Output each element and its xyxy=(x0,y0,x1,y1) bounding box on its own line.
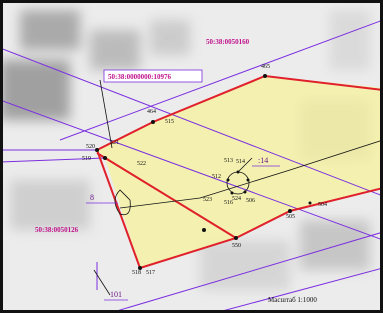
point-number: 515 xyxy=(165,119,174,125)
parcel-label: 50:38:0050160 xyxy=(206,38,250,46)
point-number: 521 xyxy=(110,140,119,146)
point-number: 504 xyxy=(318,202,327,208)
point-number: 506 xyxy=(246,198,255,204)
scale-label: Масштаб 1:1000 xyxy=(268,296,317,304)
point-number: 524 xyxy=(232,196,241,202)
point-number: 550 xyxy=(232,243,241,249)
callout: :14 xyxy=(258,156,268,165)
callout: 101 xyxy=(110,290,122,299)
point-number: 465 xyxy=(261,64,270,70)
callout: 8 xyxy=(90,193,94,202)
point-number: 513 xyxy=(224,158,233,164)
page: {"parcels":["50:38:0050160","50:38:00000… xyxy=(0,0,383,313)
point-number: 464 xyxy=(147,109,156,115)
point-number: 517 xyxy=(146,270,155,276)
point-number: 522 xyxy=(137,161,146,167)
point-number: 518 xyxy=(132,270,141,276)
point-number: 520 xyxy=(86,144,95,150)
parcel-label: 50:38:0000000:10976 xyxy=(108,73,171,81)
parcel-label: 50:38:0050126 xyxy=(35,226,79,234)
cadastral-map: 50:38:0050160 50:38:0000000:10976 50:38:… xyxy=(0,0,383,313)
point-number: 505 xyxy=(286,214,295,220)
point-number: 523 xyxy=(203,197,212,203)
point-number: 519 xyxy=(82,156,91,162)
point-number: 512 xyxy=(212,174,221,180)
point-number: 514 xyxy=(236,159,245,165)
point-number: 516 xyxy=(224,200,233,206)
